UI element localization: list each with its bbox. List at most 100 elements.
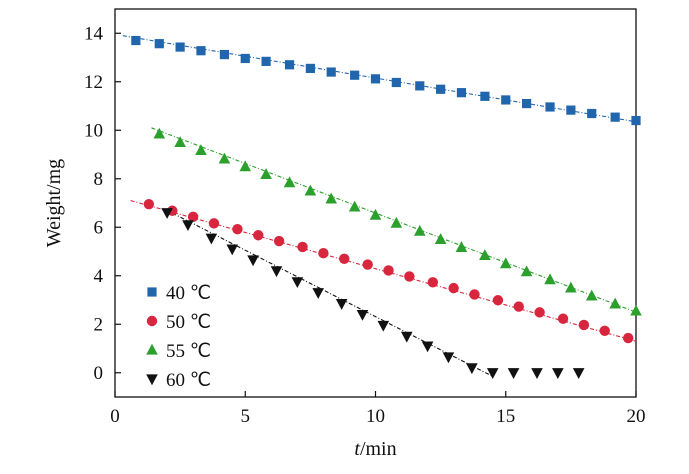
point-55c <box>283 176 296 188</box>
point-55c <box>174 136 186 147</box>
point-40c <box>154 39 164 49</box>
point-55c <box>325 192 338 204</box>
point-60c <box>205 233 218 245</box>
point-40c <box>456 88 467 98</box>
point-55c <box>520 265 533 277</box>
point-55c <box>348 200 361 212</box>
point-50c <box>513 301 524 312</box>
point-55c <box>479 249 491 260</box>
point-40c <box>305 63 315 74</box>
point-40c <box>566 105 576 115</box>
y-tick-label: 8 <box>94 169 104 190</box>
point-55c <box>609 297 621 309</box>
point-50c <box>404 271 415 282</box>
point-55c <box>369 208 382 220</box>
point-40c <box>370 74 381 84</box>
point-50c <box>232 223 243 235</box>
point-50c <box>362 259 373 270</box>
point-40c <box>610 112 620 122</box>
legend-label-55c: 55 ℃ <box>166 341 211 362</box>
point-60c <box>377 320 390 332</box>
legend-marker-60c <box>146 374 158 386</box>
point-50c <box>448 282 459 294</box>
point-50c <box>297 241 308 253</box>
y-tick-label: 6 <box>94 217 104 238</box>
legend: 40 ℃ 50 ℃ 55 ℃ 60 ℃ <box>146 283 211 391</box>
x-axis-label: t/min <box>354 438 396 460</box>
data-markers <box>131 35 642 379</box>
point-40c <box>436 84 446 94</box>
point-50c <box>557 313 569 324</box>
point-60c <box>335 299 348 310</box>
point-60c <box>356 309 369 321</box>
plot-frame <box>114 8 637 398</box>
y-tick-label: 4 <box>94 266 104 287</box>
point-60c <box>312 288 324 299</box>
point-60c <box>552 368 564 379</box>
point-50c <box>187 211 199 223</box>
point-60c <box>400 331 413 343</box>
y-tick-label: 0 <box>94 363 104 384</box>
point-55c <box>218 152 231 164</box>
point-60c <box>182 220 194 232</box>
x-tick-label: 5 <box>241 406 251 427</box>
legend-marker-50c <box>146 315 158 327</box>
point-50c <box>492 295 504 306</box>
point-40c <box>545 102 555 112</box>
point-55c <box>304 184 317 196</box>
point-60c <box>507 368 520 379</box>
y-tick-label: 10 <box>84 120 103 141</box>
point-55c <box>153 127 166 139</box>
point-40c <box>501 95 511 105</box>
point-55c <box>585 289 598 301</box>
point-60c <box>442 352 455 364</box>
point-40c <box>631 115 641 126</box>
x-tick-label: 20 <box>627 406 646 427</box>
point-40c <box>219 49 230 60</box>
point-60c <box>486 368 499 379</box>
point-50c <box>383 265 394 276</box>
point-40c <box>391 77 401 88</box>
point-40c <box>587 108 597 119</box>
point-55c <box>260 168 272 179</box>
x-tick-label: 10 <box>366 406 385 427</box>
point-60c <box>572 368 585 379</box>
point-50c <box>427 277 439 288</box>
y-axis-label: Weight/mg <box>43 159 65 247</box>
point-60c <box>421 341 434 353</box>
y-tick-label: 12 <box>84 72 103 93</box>
point-50c <box>622 332 634 344</box>
axis-ticks: 0 5 10 15 20 0 2 4 6 8 10 12 14 <box>84 23 646 427</box>
x-tick-label: 15 <box>496 406 515 427</box>
point-50c <box>143 199 155 210</box>
point-60c <box>531 368 543 379</box>
point-60c <box>466 363 478 375</box>
point-55c <box>413 224 426 236</box>
point-40c <box>131 35 141 46</box>
point-40c <box>326 67 336 77</box>
point-55c <box>455 241 468 252</box>
point-55c <box>544 273 556 285</box>
point-40c <box>261 56 271 66</box>
point-40c <box>521 98 532 109</box>
x-tick-label: 0 <box>110 406 120 427</box>
point-60c <box>161 208 173 219</box>
point-50c <box>273 235 285 247</box>
point-50c <box>339 253 350 264</box>
point-50c <box>253 230 264 241</box>
point-40c <box>240 53 250 64</box>
legend-marker-55c <box>146 343 158 355</box>
point-55c <box>390 216 403 228</box>
x-axis-label-unit: /min <box>360 438 397 460</box>
point-55c <box>630 304 642 316</box>
point-40c <box>350 70 360 80</box>
point-50c <box>318 247 329 259</box>
point-50c <box>534 307 545 318</box>
point-55c <box>565 281 577 293</box>
y-tick-label: 14 <box>84 23 104 44</box>
legend-label-60c: 60 ℃ <box>166 370 211 391</box>
point-40c <box>196 46 206 56</box>
point-40c <box>415 81 425 91</box>
point-40c <box>284 60 295 70</box>
